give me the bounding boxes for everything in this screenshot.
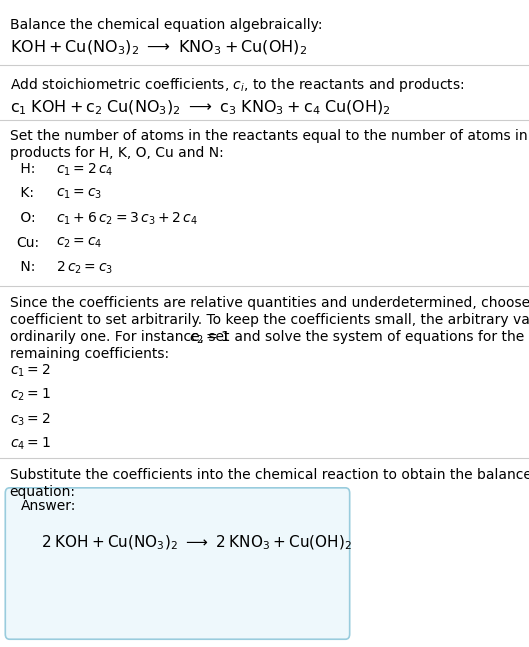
Text: Add stoichiometric coefficients, $c_i$, to the reactants and products:: Add stoichiometric coefficients, $c_i$, … (10, 76, 464, 94)
Text: Since the coefficients are relative quantities and underdetermined, choose a: Since the coefficients are relative quan… (10, 296, 529, 311)
Text: N:: N: (16, 260, 35, 274)
Text: K:: K: (16, 186, 34, 201)
Text: products for H, K, O, Cu and N:: products for H, K, O, Cu and N: (10, 146, 223, 160)
Text: $c_3 = 2$: $c_3 = 2$ (10, 411, 50, 428)
FancyBboxPatch shape (5, 488, 350, 639)
Text: Answer:: Answer: (21, 499, 77, 514)
Text: Set the number of atoms in the reactants equal to the number of atoms in the: Set the number of atoms in the reactants… (10, 129, 529, 144)
Text: equation:: equation: (10, 485, 76, 499)
Text: O:: O: (16, 211, 35, 225)
Text: $2\,c_2 = c_3$: $2\,c_2 = c_3$ (56, 260, 113, 276)
Text: $c_1 + 6\,c_2 = 3\,c_3 + 2\,c_4$: $c_1 + 6\,c_2 = 3\,c_3 + 2\,c_4$ (56, 211, 198, 227)
Text: $c_1 = 2\,c_4$: $c_1 = 2\,c_4$ (56, 162, 113, 178)
Text: and solve the system of equations for the: and solve the system of equations for th… (230, 330, 524, 344)
Text: remaining coefficients:: remaining coefficients: (10, 347, 169, 361)
Text: Substitute the coefficients into the chemical reaction to obtain the balanced: Substitute the coefficients into the che… (10, 468, 529, 483)
Text: Cu:: Cu: (16, 236, 39, 250)
Text: coefficient to set arbitrarily. To keep the coefficients small, the arbitrary va: coefficient to set arbitrarily. To keep … (10, 313, 529, 327)
Text: $c_1 = 2$: $c_1 = 2$ (10, 362, 50, 378)
Text: $c_1 = c_3$: $c_1 = c_3$ (56, 186, 102, 201)
Text: $c_2 = 1$: $c_2 = 1$ (189, 330, 230, 346)
Text: $\mathrm{2\;KOH + Cu(NO_3)_2 \ \longrightarrow \ 2\;KNO_3 + Cu(OH)_2}$: $\mathrm{2\;KOH + Cu(NO_3)_2 \ \longrigh… (41, 534, 352, 552)
Text: $c_2 = c_4$: $c_2 = c_4$ (56, 236, 102, 250)
Text: $c_4 = 1$: $c_4 = 1$ (10, 436, 50, 452)
Text: $\mathrm{c_1\;KOH + c_2\;Cu(NO_3)_2 \ \longrightarrow \ c_3\;KNO_3 + c_4\;Cu(OH): $\mathrm{c_1\;KOH + c_2\;Cu(NO_3)_2 \ \l… (10, 98, 390, 116)
Text: $\mathrm{KOH + Cu(NO_3)_2 \ \longrightarrow \ KNO_3 + Cu(OH)_2}$: $\mathrm{KOH + Cu(NO_3)_2 \ \longrightar… (10, 39, 307, 57)
Text: Balance the chemical equation algebraically:: Balance the chemical equation algebraica… (10, 18, 322, 32)
Text: H:: H: (16, 162, 35, 176)
Text: $c_2 = 1$: $c_2 = 1$ (10, 387, 50, 403)
Text: ordinarily one. For instance, set: ordinarily one. For instance, set (10, 330, 233, 344)
